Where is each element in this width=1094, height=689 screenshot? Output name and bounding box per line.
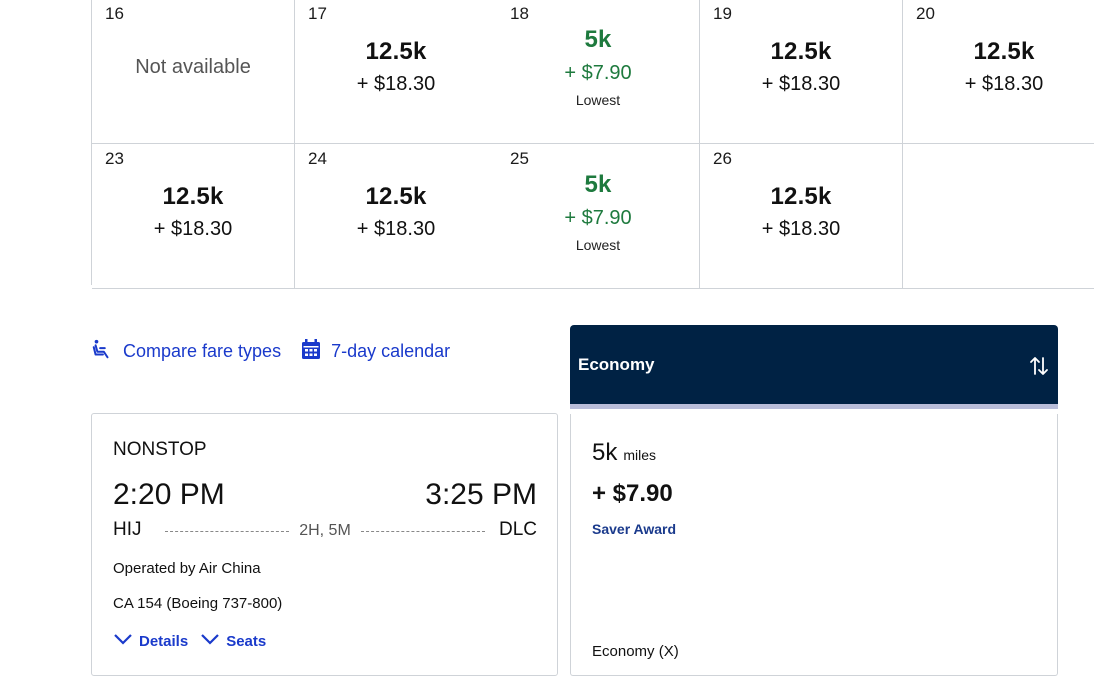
- award-type: Saver Award: [592, 521, 677, 537]
- fare-miles: 5k miles: [592, 439, 656, 467]
- details-toggle[interactable]: Details: [113, 632, 188, 650]
- calendar-day-18[interactable]: 18 5k + $7.90 Lowest: [497, 0, 700, 144]
- day-cash: + $18.30: [356, 218, 436, 240]
- departure-time: 2:20 PM: [113, 478, 225, 511]
- calendar-day-26[interactable]: 26 12.5k + $18.30: [700, 144, 903, 289]
- economy-fare-card[interactable]: 5k miles + $7.90 Saver Award Economy (X): [570, 414, 1058, 676]
- calendar-day-25[interactable]: 25 5k + $7.90 Lowest: [497, 144, 700, 289]
- day-number: 18: [510, 4, 529, 23]
- compare-fare-types-link[interactable]: Compare fare types: [91, 338, 281, 365]
- seat-icon: [91, 338, 123, 365]
- calendar-day-24[interactable]: 24 12.5k + $18.30: [295, 144, 498, 289]
- economy-column-header[interactable]: Economy: [570, 325, 1058, 409]
- seats-label: Seats: [226, 632, 267, 650]
- day-number: 26: [713, 149, 732, 168]
- seven-day-calendar-link[interactable]: 7-day calendar: [301, 338, 450, 365]
- day-miles: 12.5k: [973, 38, 1035, 65]
- day-miles: 12.5k: [770, 38, 832, 65]
- day-cash: + $7.90: [564, 207, 632, 229]
- calendar-day-23[interactable]: 23 12.5k + $18.30: [92, 144, 295, 289]
- day-cash: + $7.90: [564, 62, 632, 84]
- day-miles: 5k: [584, 26, 612, 53]
- day-number: 16: [105, 4, 124, 23]
- chevron-down-icon: [113, 632, 139, 650]
- day-number: 20: [916, 4, 935, 23]
- origin-airport: HIJ: [113, 519, 142, 540]
- fare-price: + $7.90: [592, 480, 673, 507]
- flight-duration: 2H, 5M: [299, 522, 351, 539]
- calendar-day-20[interactable]: 20 12.5k + $18.30: [903, 0, 1094, 144]
- chevron-down-icon: [200, 632, 226, 650]
- day-cash: + $18.30: [761, 218, 841, 240]
- day-cash: + $18.30: [356, 73, 436, 95]
- cabin-class: Economy (X): [592, 643, 679, 660]
- fare-calendar: 16 Not available 17 12.5k + $18.30 18 5k…: [91, 0, 1094, 289]
- stops-label: NONSTOP: [113, 439, 207, 460]
- seats-toggle[interactable]: Seats: [200, 632, 266, 650]
- day-number: 23: [105, 149, 124, 168]
- calendar-empty-cell: [903, 144, 1094, 289]
- seven-day-calendar-label: 7-day calendar: [331, 341, 451, 361]
- calendar-day-16: 16 Not available: [92, 0, 295, 144]
- day-cash: + $18.30: [153, 218, 233, 240]
- day-number: 25: [510, 149, 529, 168]
- miles-value: 5k: [592, 439, 618, 466]
- operated-by: Operated by Air China: [113, 560, 261, 577]
- route-line-left: [165, 531, 289, 532]
- day-number: 24: [308, 149, 327, 168]
- details-label: Details: [139, 632, 189, 650]
- day-cash: + $18.30: [964, 73, 1044, 95]
- destination-airport: DLC: [498, 519, 537, 540]
- day-miles: 12.5k: [162, 183, 224, 210]
- day-number: 17: [308, 4, 327, 23]
- flight-card: NONSTOP 2:20 PM 3:25 PM HIJ 2H, 5M DLC O…: [91, 413, 558, 676]
- day-miles: 12.5k: [770, 183, 832, 210]
- day-miles: 12.5k: [365, 183, 427, 210]
- lowest-tag: Lowest: [575, 92, 621, 108]
- arrival-time: 3:25 PM: [425, 478, 537, 511]
- day-miles: 12.5k: [365, 38, 427, 65]
- route-line-right: [361, 531, 485, 532]
- day-number: 19: [713, 4, 732, 23]
- column-title: Economy: [578, 355, 655, 374]
- flight-toggles: Details Seats: [113, 632, 278, 650]
- lowest-tag: Lowest: [575, 237, 621, 253]
- miles-unit: miles: [623, 447, 657, 463]
- flight-equipment: CA 154 (Boeing 737-800): [113, 595, 283, 612]
- day-miles: 5k: [584, 171, 612, 198]
- calendar-day-17[interactable]: 17 12.5k + $18.30: [295, 0, 498, 144]
- compare-fare-types-label: Compare fare types: [123, 341, 282, 361]
- sort-icon[interactable]: [1028, 355, 1050, 382]
- day-cash: + $18.30: [761, 73, 841, 95]
- calendar-day-19[interactable]: 19 12.5k + $18.30: [700, 0, 903, 144]
- unavailable-label: Not available: [135, 56, 251, 78]
- calendar-icon: [301, 338, 331, 365]
- fare-tools: Compare fare types 7-day calendar: [91, 338, 470, 365]
